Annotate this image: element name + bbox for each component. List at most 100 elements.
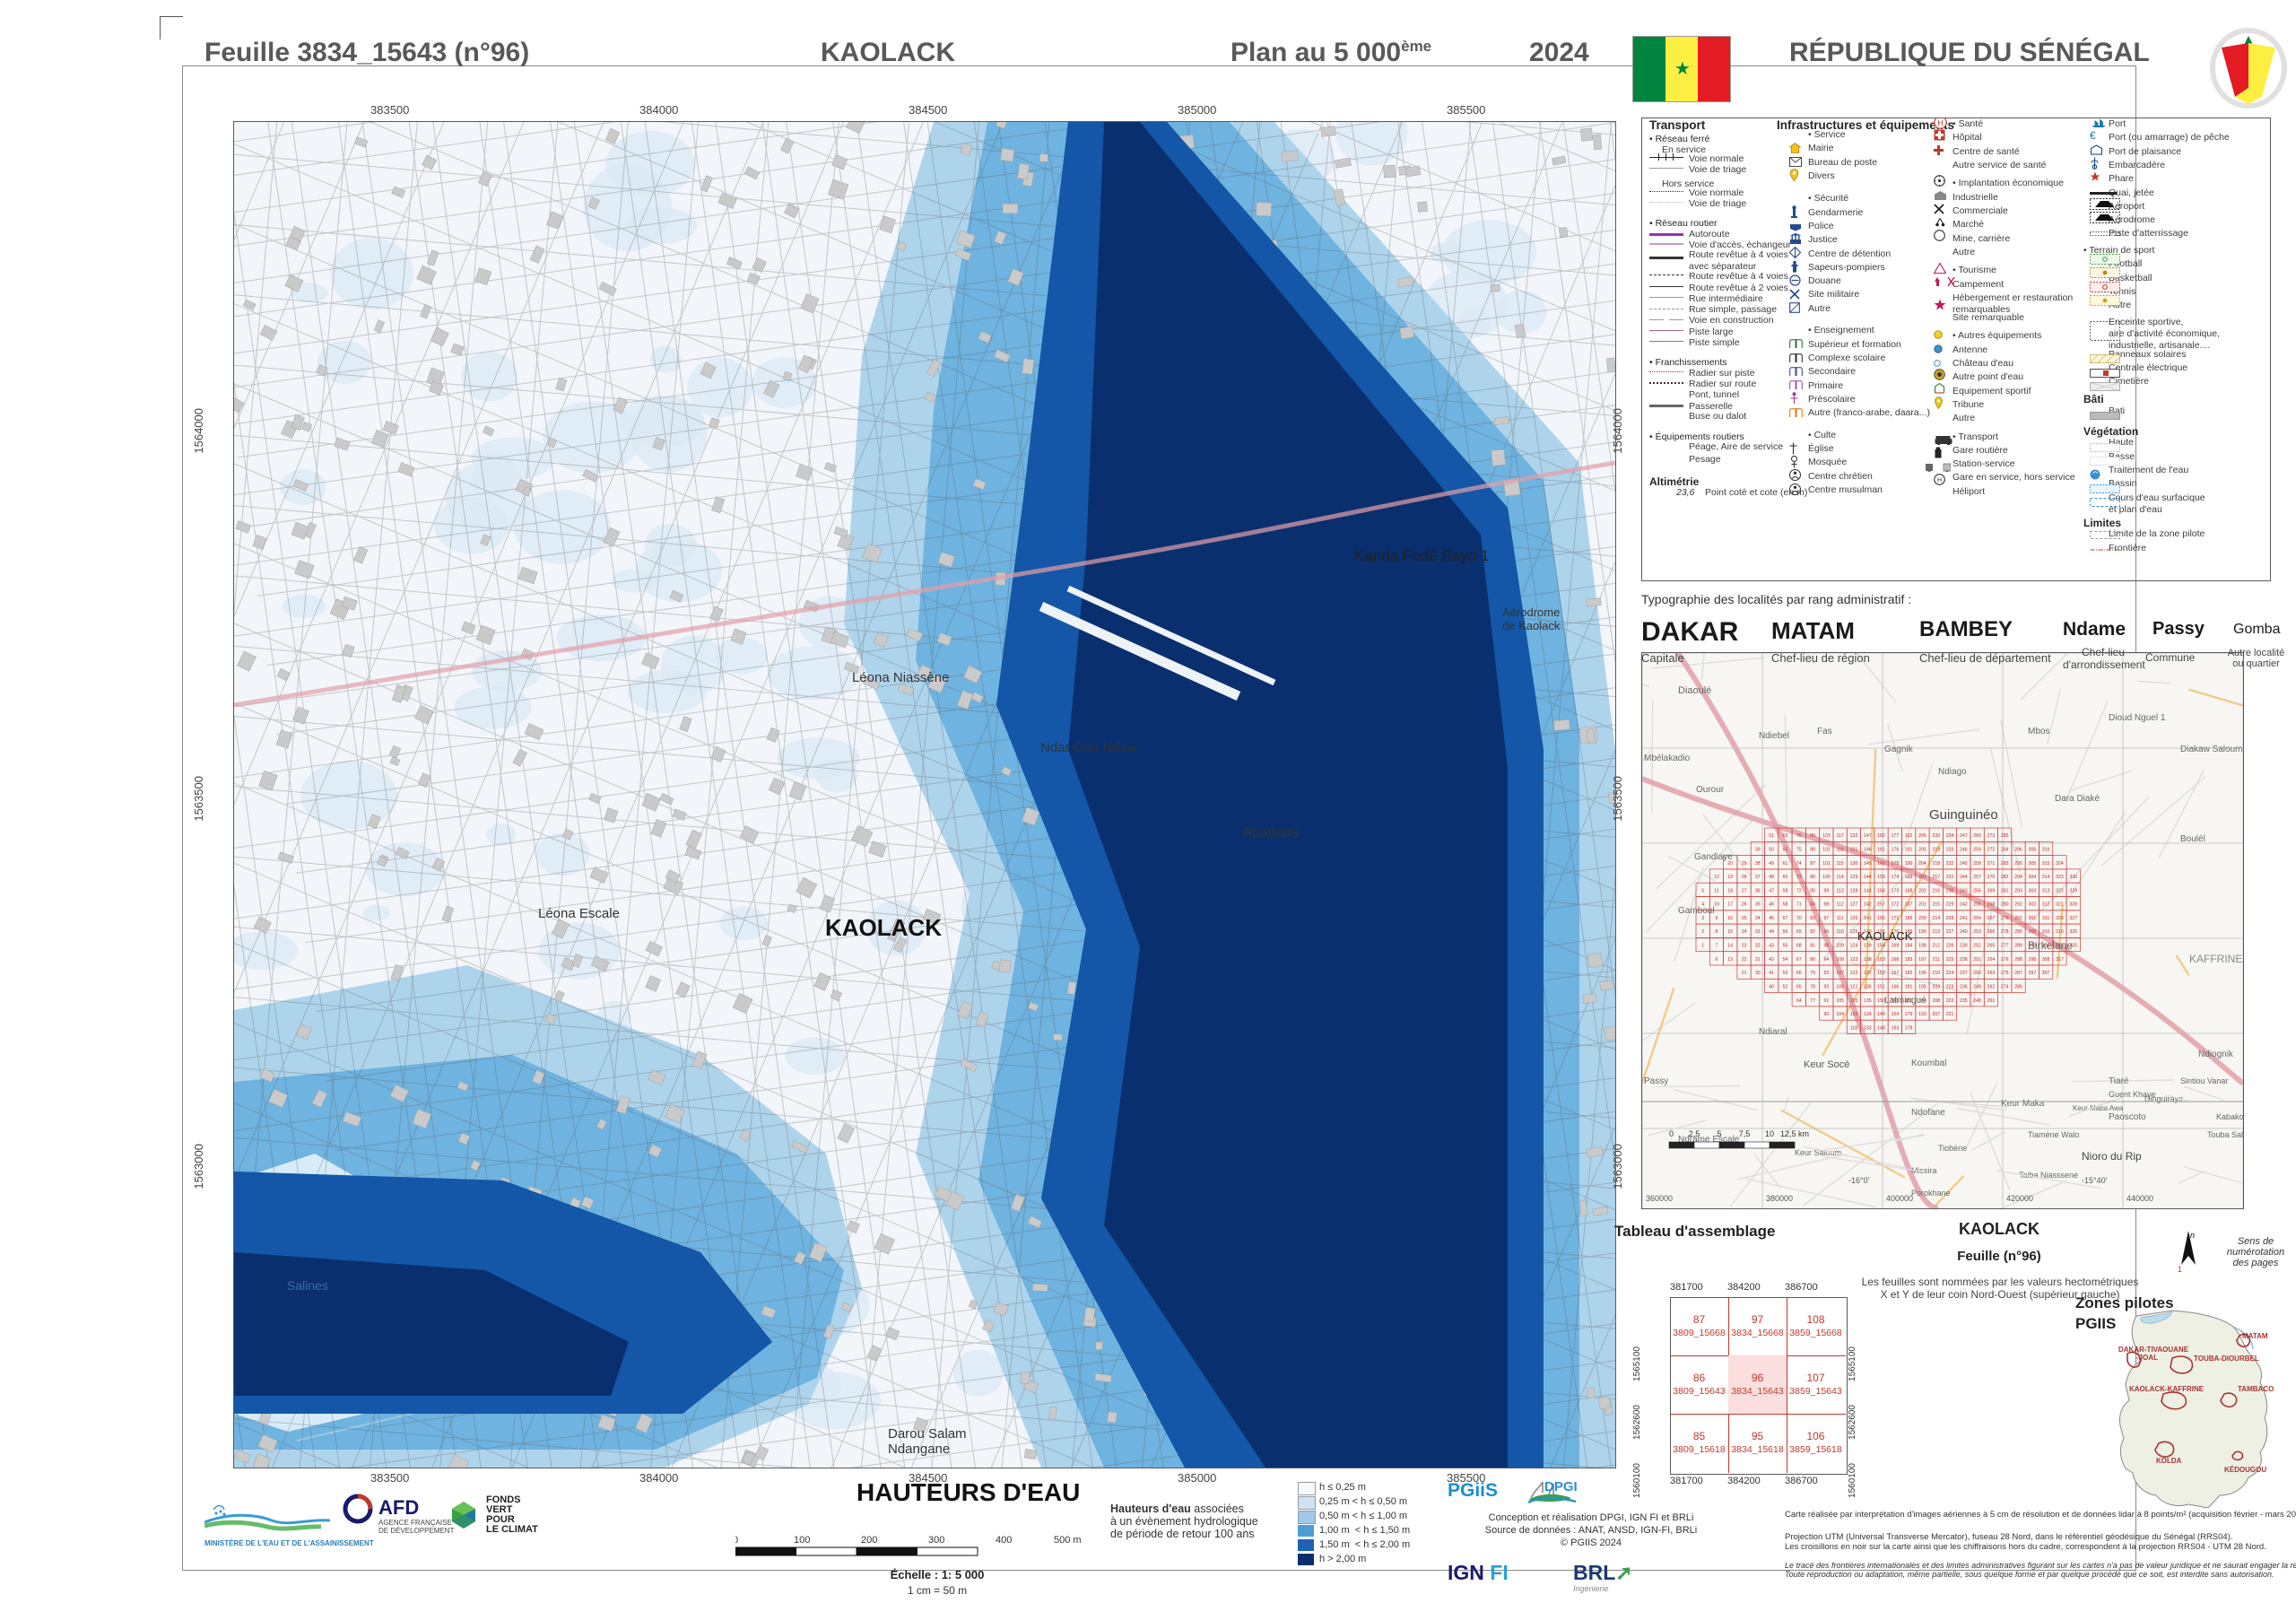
svg-text:91: 91 xyxy=(1824,998,1830,1004)
svg-text:38: 38 xyxy=(1755,861,1761,867)
svg-text:Fas: Fas xyxy=(1817,727,1832,736)
svg-text:21: 21 xyxy=(1742,971,1747,976)
svg-text:221: 221 xyxy=(1946,1012,1954,1017)
svg-text:290: 290 xyxy=(2014,929,2022,935)
svg-text:151: 151 xyxy=(1877,984,1885,989)
svg-text:500 m: 500 m xyxy=(1054,1535,1082,1546)
svg-text:229: 229 xyxy=(1946,902,1954,908)
svg-text:243: 243 xyxy=(1960,888,1968,893)
svg-text:35: 35 xyxy=(1755,902,1761,908)
svg-text:226: 226 xyxy=(1946,944,1954,949)
svg-text:89: 89 xyxy=(1810,833,1815,839)
svg-text:176: 176 xyxy=(1892,848,1900,853)
svg-text:305: 305 xyxy=(2029,861,2037,867)
svg-text:122: 122 xyxy=(1850,971,1858,976)
svg-text:166: 166 xyxy=(1892,984,1900,989)
svg-text:329: 329 xyxy=(2069,888,2077,893)
svg-text:85: 85 xyxy=(1810,888,1815,893)
svg-text:134: 134 xyxy=(1864,1012,1872,1017)
svg-text:87: 87 xyxy=(1810,861,1815,867)
svg-text:188: 188 xyxy=(1905,888,1913,893)
svg-text:268: 268 xyxy=(1987,902,1996,908)
svg-text:317: 317 xyxy=(2056,957,2064,963)
svg-text:22: 22 xyxy=(1742,957,1747,963)
svg-text:266: 266 xyxy=(1987,929,1996,935)
svg-text:206: 206 xyxy=(1918,833,1926,839)
svg-text:235: 235 xyxy=(1960,998,1968,1004)
svg-text:316: 316 xyxy=(2042,848,2050,853)
svg-text:MATAM: MATAM xyxy=(2242,1332,2268,1340)
svg-text:203: 203 xyxy=(1918,875,1926,880)
svg-text:10: 10 xyxy=(1765,1129,1774,1138)
svg-text:128: 128 xyxy=(1850,888,1858,893)
svg-text:183: 183 xyxy=(1905,957,1913,963)
svg-text:308: 308 xyxy=(2042,957,2050,963)
svg-text:311: 311 xyxy=(2042,916,2049,921)
svg-text:238: 238 xyxy=(1960,957,1968,963)
svg-text:275: 275 xyxy=(2001,971,2009,976)
svg-text:133: 133 xyxy=(1864,1025,1872,1031)
svg-text:242: 242 xyxy=(1960,902,1968,908)
svg-text:300: 300 xyxy=(2029,929,2037,935)
svg-text:Gamboul: Gamboul xyxy=(1678,906,1715,916)
svg-text:62: 62 xyxy=(1783,848,1788,853)
svg-text:169: 169 xyxy=(1892,944,1900,949)
svg-text:287: 287 xyxy=(2014,971,2022,976)
svg-text:249: 249 xyxy=(1973,984,1981,989)
svg-text:269: 269 xyxy=(1987,888,1996,893)
svg-text:244: 244 xyxy=(1960,875,1968,880)
svg-text:84: 84 xyxy=(1810,902,1815,908)
svg-text:303: 303 xyxy=(2029,888,2037,893)
svg-text:230: 230 xyxy=(1946,888,1954,893)
svg-text:132: 132 xyxy=(1850,833,1858,839)
svg-text:192: 192 xyxy=(1905,833,1913,839)
svg-text:29: 29 xyxy=(1742,861,1747,867)
svg-text:25: 25 xyxy=(1742,916,1747,921)
svg-text:328: 328 xyxy=(2069,902,2077,908)
svg-text:281: 281 xyxy=(2001,888,2009,893)
svg-text:322: 322 xyxy=(2056,888,2064,893)
svg-text:210: 210 xyxy=(1932,971,1940,976)
svg-text:131: 131 xyxy=(1850,848,1858,853)
svg-text:257: 257 xyxy=(1973,875,1981,880)
svg-text:326: 326 xyxy=(2069,929,2077,935)
svg-text:296: 296 xyxy=(2014,848,2022,853)
svg-text:215: 215 xyxy=(1932,902,1940,908)
svg-text:5: 5 xyxy=(1701,888,1704,893)
svg-text:307: 307 xyxy=(2042,971,2050,976)
svg-text:106: 106 xyxy=(1836,984,1844,989)
svg-text:56: 56 xyxy=(1783,929,1788,935)
svg-text:179: 179 xyxy=(1905,1012,1913,1017)
svg-text:219: 219 xyxy=(1932,848,1940,853)
svg-text:129: 129 xyxy=(1850,875,1858,880)
svg-text:218: 218 xyxy=(1932,861,1940,867)
svg-text:276: 276 xyxy=(2001,957,2009,963)
svg-text:65: 65 xyxy=(1796,984,1802,989)
svg-text:16: 16 xyxy=(1727,916,1733,921)
svg-text:100: 100 xyxy=(1822,875,1831,880)
svg-text:1: 1 xyxy=(2178,1265,2182,1274)
svg-text:202: 202 xyxy=(1918,888,1926,893)
svg-text:107: 107 xyxy=(1836,971,1844,976)
svg-text:284: 284 xyxy=(2001,848,2009,853)
svg-text:95: 95 xyxy=(1824,944,1830,949)
svg-text:10: 10 xyxy=(1714,902,1719,908)
svg-text:9: 9 xyxy=(1716,916,1718,921)
svg-text:130: 130 xyxy=(1850,861,1858,867)
svg-text:46: 46 xyxy=(1769,902,1774,908)
svg-text:Paoscoto: Paoscoto xyxy=(2109,1112,2146,1122)
svg-text:Passy: Passy xyxy=(1644,1076,1668,1086)
svg-text:200: 200 xyxy=(1918,916,1926,921)
svg-text:12: 12 xyxy=(1714,875,1719,880)
svg-text:224: 224 xyxy=(1946,971,1954,976)
svg-text:247: 247 xyxy=(1960,833,1968,839)
svg-text:48: 48 xyxy=(1769,875,1774,880)
svg-text:261: 261 xyxy=(1987,998,1996,1004)
svg-text:292: 292 xyxy=(2014,902,2022,908)
svg-text:Ndiognik: Ndiognik xyxy=(2198,1050,2234,1059)
svg-text:121: 121 xyxy=(1850,984,1858,989)
svg-text:246: 246 xyxy=(1960,848,1968,853)
svg-text:277: 277 xyxy=(2001,944,2009,949)
svg-text:164: 164 xyxy=(1892,1012,1900,1017)
svg-text:7: 7 xyxy=(1716,944,1718,949)
